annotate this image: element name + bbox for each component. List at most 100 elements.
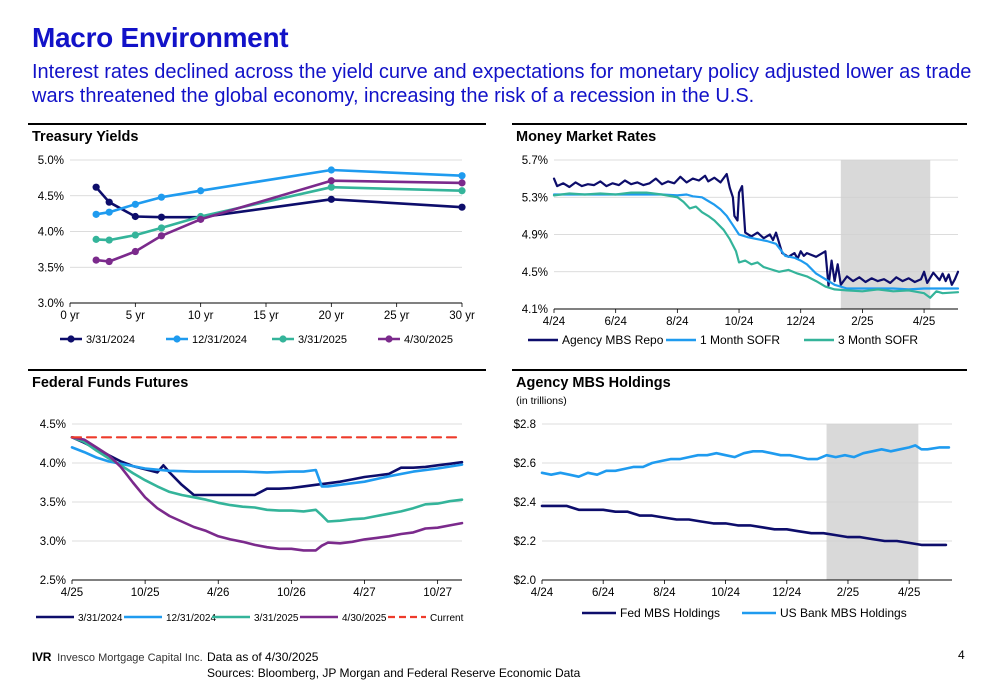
data-point <box>458 187 466 195</box>
y-tick-label: 4.5% <box>40 419 66 431</box>
y-tick-label: 3.5% <box>38 262 64 274</box>
data-point <box>327 183 335 191</box>
series-line <box>540 504 948 547</box>
y-tick-label: 5.0% <box>38 155 64 167</box>
y-tick-label: 5.3% <box>522 192 548 204</box>
data-point <box>131 212 139 221</box>
fed-funds-futures-chart: 2.5% 3.0% 3.5% 4.0% 4.5% 4/25 10/25 4/26 10/26 4/… <box>36 419 464 624</box>
chart-title: Treasury Yields <box>32 129 139 145</box>
x-tick-label: 2/25 <box>851 316 873 328</box>
data-point <box>131 200 139 208</box>
data-point <box>131 247 139 256</box>
x-tick-label: 10 yr <box>188 310 214 322</box>
logo-ticker: IVR <box>32 650 52 664</box>
data-point <box>458 179 466 187</box>
data-point <box>105 257 113 266</box>
series-line <box>552 193 960 291</box>
x-tick-label: 5 yr <box>126 310 145 322</box>
agency-mbs-holdings-chart: $2.0 $2.2 $2.4 $2.6 $2.8 4/24 6/24 8/24 10/24 12/… <box>514 419 952 620</box>
y-tick-label: 4.0% <box>40 458 66 470</box>
x-tick-label: 4/26 <box>207 587 229 599</box>
panel-rule <box>28 123 486 125</box>
y-tick-label: 3.5% <box>40 497 66 509</box>
data-point <box>157 232 166 240</box>
data-point <box>105 236 113 244</box>
money-market-rates-chart: 4.1% 4.5% 4.9% 5.3% 5.7% 4/24 6/24 8/24 10/24 12/… <box>522 155 960 347</box>
series-line <box>94 179 464 263</box>
treasury-yields-chart: 3.0% 3.5% 4.0% 4.5% 5.0% 0 yr 5 yr 10 yr 15 yr 20… <box>38 155 475 346</box>
x-tick-label: 4/25 <box>913 316 935 328</box>
data-point <box>197 187 205 195</box>
x-tick-label: 4/24 <box>543 316 566 328</box>
legend-label: 4/30/2025 <box>342 613 387 624</box>
legend-label: 1 Month SOFR <box>700 333 780 347</box>
data-point <box>327 166 335 174</box>
footer-note: Data as of 4/30/2025 Sources: Bloomberg,… <box>207 649 580 681</box>
y-tick-label: 3.0% <box>38 298 64 310</box>
chart-title: Money Market Rates <box>516 129 657 145</box>
x-tick-label: 30 yr <box>449 310 475 322</box>
page-subtitle: Interest rates declined across the yield… <box>32 61 972 107</box>
y-tick-label: 5.7% <box>522 155 548 167</box>
data-point <box>105 208 113 216</box>
sources: Sources: Bloomberg, JP Morgan and Federa… <box>207 666 581 680</box>
y-tick-label: 4.0% <box>38 227 64 239</box>
data-point <box>327 177 335 185</box>
series-line <box>552 172 960 287</box>
x-tick-label: 10/24 <box>711 587 740 599</box>
legend-label: 4/30/2025 <box>404 334 453 346</box>
data-point <box>92 256 100 264</box>
chart-subtitle: (in trillions) <box>516 395 567 407</box>
data-point <box>92 210 100 218</box>
chart-title: Agency MBS Holdings <box>516 375 671 391</box>
x-tick-label: 10/26 <box>277 587 306 599</box>
y-tick-label: $2.4 <box>514 497 537 509</box>
y-tick-label: $2.8 <box>514 419 536 431</box>
y-tick-label: 4.9% <box>522 230 548 242</box>
data-point <box>197 215 205 223</box>
data-point <box>92 235 100 243</box>
x-tick-label: 12/24 <box>786 316 815 328</box>
y-tick-label: 3.0% <box>40 536 66 548</box>
series-line <box>70 436 464 552</box>
legend-label: Fed MBS Holdings <box>620 606 720 620</box>
series-line <box>70 436 464 523</box>
x-tick-label: 0 yr <box>60 310 79 322</box>
panel-rule <box>28 369 486 371</box>
data-point <box>157 224 166 232</box>
data-point <box>458 203 466 211</box>
legend-label: 12/31/2024 <box>192 334 247 346</box>
x-tick-label: 2/25 <box>837 587 859 599</box>
data-point <box>157 213 166 221</box>
legend-label: Current <box>430 613 464 624</box>
y-tick-label: $2.2 <box>514 536 536 548</box>
y-tick-label: 4.1% <box>522 304 548 316</box>
legend-marker <box>173 335 181 343</box>
data-point <box>327 195 335 203</box>
legend-marker <box>67 335 75 343</box>
logo-name: Invesco Mortgage Capital Inc. <box>57 652 203 664</box>
x-tick-label: 10/25 <box>131 587 160 599</box>
agency-mbs-holdings-panel: Agency MBS Holdings (in trillions) $2.0 $… <box>512 369 967 631</box>
x-tick-label: 4/25 <box>61 587 83 599</box>
x-tick-label: 20 yr <box>319 310 345 322</box>
y-tick-label: $2.6 <box>514 458 536 470</box>
y-tick-label: $2.0 <box>514 575 536 587</box>
x-tick-label: 10/24 <box>725 316 754 328</box>
chart-title: Federal Funds Futures <box>32 375 189 391</box>
data-point <box>131 231 139 239</box>
page-number: 4 <box>958 648 965 662</box>
x-tick-label: 25 yr <box>384 310 410 322</box>
page-title: Macro Environment <box>32 22 289 53</box>
legend-label: 3/31/2024 <box>86 334 135 346</box>
data-point <box>458 172 466 180</box>
panel-rule <box>512 123 967 125</box>
x-tick-label: 15 yr <box>253 310 279 322</box>
legend-marker <box>279 335 287 343</box>
legend-label: 3/31/2024 <box>78 613 123 624</box>
x-tick-label: 8/24 <box>653 587 676 599</box>
treasury-yields-panel: Treasury Yields 3.0% 3.5% 4.0% 4.5% 5.0% 0 yr… <box>28 123 486 360</box>
data-point <box>92 183 100 191</box>
legend-marker <box>385 335 393 343</box>
legend-label: 12/31/2024 <box>166 613 216 624</box>
